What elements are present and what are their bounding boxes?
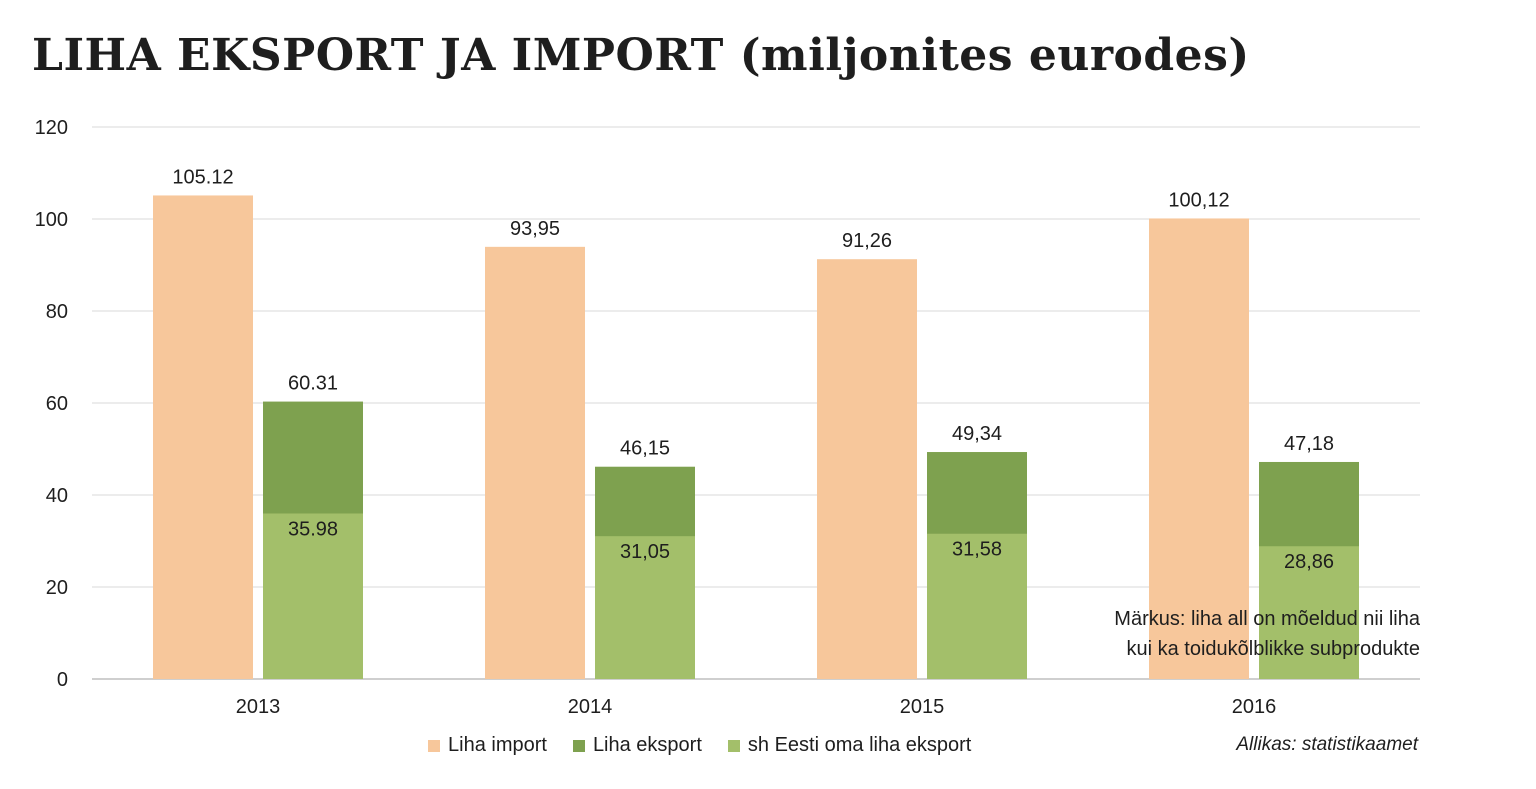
x-tick-label: 2013 [236,696,281,718]
data-label-import: 93,95 [510,218,560,240]
data-labels: 105.12 60.31 35.98 93,95 46,15 31,05 91,26 49,3… [172,166,1334,573]
x-tick-label: 2015 [900,696,945,718]
x-tick-label: 2016 [1232,696,1277,718]
y-tick-label: 60 [46,393,68,415]
bar-import [485,246,585,679]
legend-item-export: Liha eksport [572,734,702,757]
y-tick-label: 120 [35,117,68,139]
bars [153,195,1359,679]
chart-source: Allikas: statistikaamet [1236,734,1418,755]
y-tick-label: 40 [46,485,68,507]
y-axis-ticks: 0 20 40 60 80 100 120 [35,117,68,691]
data-label-import: 91,26 [842,230,892,252]
chart-title: LIHA EKSPORT JA IMPORT (miljonites eurod… [32,30,1250,81]
bar-eesti [595,536,695,679]
data-label-eesti: 31,58 [952,539,1002,561]
y-tick-label: 20 [46,577,68,599]
y-tick-label: 100 [35,209,68,231]
bar-eesti [263,513,363,679]
data-label-export: 46,15 [620,438,670,460]
bar-import [817,259,917,679]
legend-item-import: Liha import [428,734,547,757]
legend-swatch-import [428,739,440,752]
note-line-1: Märkus: liha all on mõeldud nii liha [1114,608,1420,630]
data-label-eesti: 31,05 [620,541,670,563]
x-tick-label: 2014 [568,696,613,718]
chart-note: Märkus: liha all on mõeldud nii liha kui… [1114,604,1420,664]
chart-legend: Liha import Liha eksport sh Eesti oma li… [428,734,971,757]
y-tick-label: 0 [57,669,68,691]
legend-label-eesti: sh Eesti oma liha eksport [747,734,972,756]
bar-eesti [1259,546,1359,679]
bar-eesti [927,533,1027,679]
data-label-eesti: 28,86 [1284,551,1334,573]
data-label-export: 47,18 [1284,433,1334,455]
bar-import [153,195,253,679]
data-label-import: 105.12 [172,166,233,188]
legend-item-eesti: sh Eesti oma liha eksport [727,734,972,757]
data-label-eesti: 35.98 [288,518,338,540]
legend-label-import: Liha import [448,734,547,756]
note-line-2: kui ka toidukõlblikke subprodukte [1126,638,1420,660]
data-label-import: 100,12 [1168,189,1229,211]
legend-swatch-export [572,739,585,752]
data-label-export: 49,34 [952,423,1002,445]
legend-label-export: Liha eksport [592,734,702,756]
bar-import [1149,218,1249,679]
legend-swatch-eesti [727,739,740,752]
data-label-export: 60.31 [288,373,338,395]
y-tick-label: 80 [46,301,68,323]
x-axis-ticks: 2013 2014 2015 2016 [236,696,1277,718]
